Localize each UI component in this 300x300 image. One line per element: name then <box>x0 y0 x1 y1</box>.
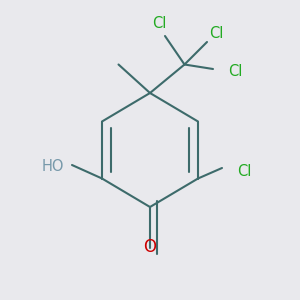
Text: Cl: Cl <box>152 16 166 32</box>
Text: O: O <box>143 238 157 256</box>
Text: Cl: Cl <box>228 64 242 80</box>
Text: Cl: Cl <box>209 26 223 40</box>
Text: Cl: Cl <box>237 164 251 178</box>
Text: HO: HO <box>41 159 64 174</box>
